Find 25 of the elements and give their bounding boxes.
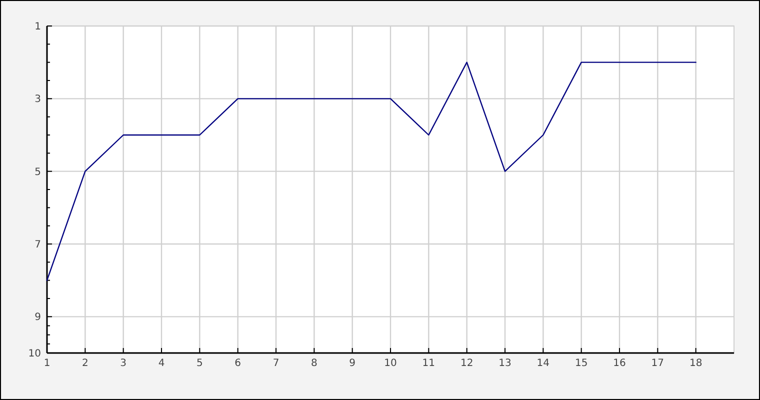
- line-series: [46, 62, 696, 281]
- y-tick-label: 5: [34, 166, 41, 178]
- y-tick-label: 7: [34, 240, 41, 250]
- x-tick-label: 2: [82, 358, 88, 369]
- y-tick-label: 1: [34, 22, 41, 32]
- x-tick-label: 13: [498, 358, 512, 369]
- x-tick-label: 11: [422, 358, 436, 369]
- y-tick-label: 9: [34, 312, 41, 324]
- x-tick-label: 8: [310, 358, 318, 369]
- x-tick-label: 9: [349, 358, 356, 369]
- x-tick-label: 3: [120, 358, 127, 369]
- x-tick-label: 12: [460, 358, 474, 369]
- x-tick-label: 17: [651, 358, 664, 369]
- y-tick-label: 3: [34, 94, 41, 106]
- x-tick-label: 6: [234, 358, 242, 369]
- x-tick-label: 4: [158, 358, 165, 369]
- x-tick-label: 14: [536, 358, 550, 369]
- x-tick-label: 10: [384, 358, 397, 369]
- x-tick-label: 7: [272, 358, 280, 369]
- x-tick-label: 15: [574, 358, 588, 369]
- x-tick-label: 5: [196, 358, 203, 369]
- x-tick-label: 16: [613, 358, 626, 369]
- x-tick-label: 1: [44, 358, 50, 369]
- x-tick-label: 18: [689, 358, 702, 369]
- y-tick-label: 10: [28, 348, 41, 360]
